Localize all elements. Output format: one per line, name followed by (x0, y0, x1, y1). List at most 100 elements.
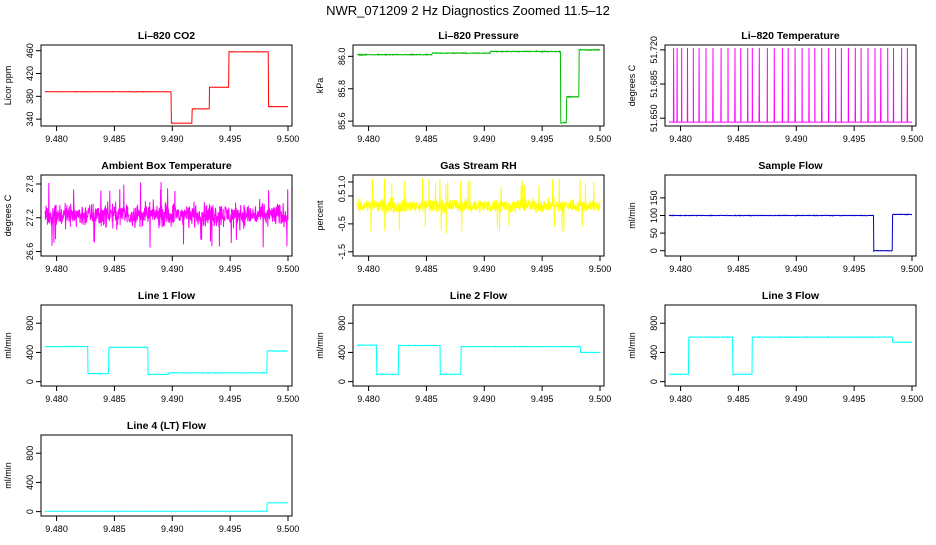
plot-frame (352, 44, 605, 127)
x-tick-label: 9.485 (727, 264, 750, 274)
y-axis-label: degrees C (3, 194, 13, 236)
chart-title: Line 3 Flow (762, 290, 820, 302)
x-tick-label: 9.485 (415, 134, 438, 144)
y-tick-label: 0.5 (337, 190, 347, 203)
x-tick-label: 9.490 (161, 394, 184, 404)
x-tick-label: 9.495 (219, 524, 242, 534)
y-tick-label: 51.650 (649, 104, 659, 132)
y-axis-label: ml/min (3, 462, 13, 489)
series-line (44, 345, 289, 376)
series-line (356, 344, 601, 376)
series-group (669, 335, 913, 376)
x-tick-label: 9.500 (589, 394, 612, 404)
series-group (44, 50, 288, 124)
x-tick-label: 9.485 (103, 134, 126, 144)
plot-frame (664, 44, 917, 127)
x-tick-label: 9.485 (103, 394, 126, 404)
series-group (44, 181, 289, 248)
y-axis-label: Licor ppm (3, 66, 13, 106)
y-tick-label: 1.0 (337, 176, 347, 189)
plot-frame (40, 44, 293, 127)
x-tick-label: 9.495 (531, 264, 554, 274)
x-tick-label: 9.495 (843, 134, 866, 144)
chart-co2: Li–820 CO2 Licor ppm 9.480 9.485 9.490 9.495 9… (3, 30, 299, 144)
y-tick-label: 27.8 (25, 175, 35, 193)
y-tick-label: 460 (25, 43, 35, 58)
y-tick-label: 27.2 (25, 209, 35, 227)
chart-line4: Line 4 (LT) Flow ml/min 9.480 9.485 9.490 9.4… (3, 420, 299, 534)
y-tick-label: 0 (25, 509, 35, 514)
chart-rh: Gas Stream RH percent 9.480 9.485 9.490 9.495… (315, 160, 611, 274)
y-tick-label: 100 (649, 208, 659, 223)
x-tick-label: 9.490 (473, 394, 496, 404)
y-axis-label: ml/min (3, 332, 13, 359)
y-tick-label: 380 (25, 89, 35, 104)
chart-title: Li–820 Pressure (438, 30, 519, 42)
x-tick-label: 9.490 (785, 394, 808, 404)
x-tick-label: 9.500 (901, 394, 924, 404)
plot-frame (40, 304, 293, 387)
x-tick-label: 9.490 (785, 264, 808, 274)
y-tick-label: 340 (25, 112, 35, 127)
x-tick-label: 9.480 (45, 134, 68, 144)
series-line (669, 335, 913, 376)
series-group (45, 502, 288, 512)
y-axis-label: ml/min (627, 202, 637, 229)
chart-line1: Line 1 Flow ml/min 9.480 9.485 9.490 9.495 9.5… (3, 290, 299, 404)
x-tick-label: 9.480 (357, 264, 380, 274)
series-group (356, 344, 601, 376)
y-tick-label: 0 (649, 248, 659, 253)
x-tick-label: 9.490 (473, 134, 496, 144)
series-group (668, 213, 913, 253)
y-axis-label: ml/min (315, 332, 325, 359)
plot-frame (40, 174, 293, 257)
series-line (44, 50, 288, 124)
chart-title: Gas Stream RH (440, 160, 516, 172)
chart-title: Ambient Box Temperature (101, 160, 232, 172)
x-tick-label: 9.490 (785, 134, 808, 144)
x-tick-label: 9.500 (589, 264, 612, 274)
x-tick-label: 9.495 (531, 394, 554, 404)
x-tick-label: 9.500 (277, 394, 300, 404)
chart-title: Line 2 Flow (450, 290, 508, 302)
series-line (357, 48, 600, 124)
y-tick-label: 420 (25, 66, 35, 81)
series-group (669, 47, 912, 123)
x-tick-label: 9.495 (219, 134, 242, 144)
chart-line3: Line 3 Flow ml/min 9.480 9.485 9.490 9.495 9.5… (627, 290, 923, 404)
series-line (45, 502, 288, 512)
x-tick-label: 9.490 (161, 264, 184, 274)
y-tick-label: 400 (649, 345, 659, 360)
x-tick-label: 9.500 (277, 264, 300, 274)
x-tick-label: 9.480 (669, 134, 692, 144)
y-axis-label: ml/min (627, 332, 637, 359)
y-tick-label: 400 (25, 345, 35, 360)
y-tick-label: 0 (649, 379, 659, 384)
y-tick-label: 51.685 (649, 70, 659, 98)
chart-sample: Sample Flow ml/min 9.480 9.485 9.490 9.495 9.5… (627, 160, 923, 274)
series-line (44, 181, 289, 248)
x-tick-label: 9.500 (901, 134, 924, 144)
y-tick-label: 0 (337, 379, 347, 384)
figure-title: NWR_071209 2 Hz Diagnostics Zoomed 11.5–… (326, 3, 610, 18)
plot-frame (352, 174, 605, 257)
y-tick-label: 86.0 (337, 48, 347, 66)
x-tick-label: 9.490 (161, 134, 184, 144)
x-tick-label: 9.495 (531, 134, 554, 144)
x-tick-label: 9.480 (45, 524, 68, 534)
y-tick-label: 85.6 (337, 112, 347, 130)
y-tick-label: 0 (25, 379, 35, 384)
y-tick-label: 50 (649, 228, 659, 238)
y-tick-label: 400 (25, 475, 35, 490)
y-tick-label: 800 (25, 316, 35, 331)
x-tick-label: 9.500 (901, 264, 924, 274)
x-tick-label: 9.500 (277, 524, 300, 534)
chart-title: Li–820 CO2 (138, 30, 195, 42)
series-group (357, 48, 600, 124)
y-tick-label: 400 (337, 345, 347, 360)
x-tick-label: 9.485 (415, 394, 438, 404)
x-tick-label: 9.495 (843, 264, 866, 274)
x-tick-label: 9.480 (45, 394, 68, 404)
x-tick-label: 9.495 (219, 394, 242, 404)
